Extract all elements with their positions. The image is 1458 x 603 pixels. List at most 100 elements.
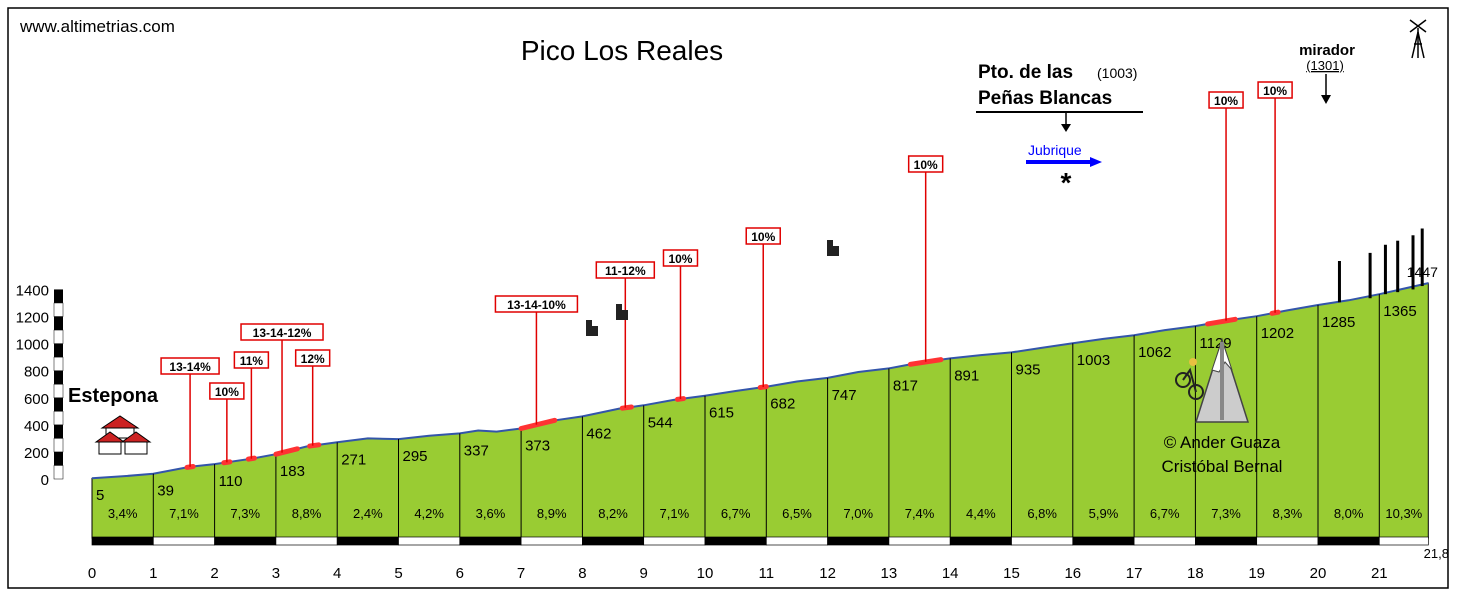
segment-gradient-label: 10,3% xyxy=(1385,506,1422,521)
x-scale-segment xyxy=(888,536,951,546)
x-tick-label: 10 xyxy=(697,565,714,582)
x-tick-label: 2 xyxy=(210,565,218,582)
km-altitude-label: 373 xyxy=(525,437,550,454)
steep-section-label: 10% xyxy=(668,252,692,266)
mirador-altitude: (1301) xyxy=(1306,58,1344,73)
mirador-label: mirador xyxy=(1299,42,1355,59)
km-altitude-label: 1285 xyxy=(1322,314,1355,331)
x-tick-label: 14 xyxy=(942,565,959,582)
junction-label: Jubrique xyxy=(1028,142,1082,158)
km-altitude-label: 183 xyxy=(280,463,305,480)
x-tick-label: 21 xyxy=(1371,565,1388,582)
km-altitude-label: 1003 xyxy=(1077,352,1110,369)
x-tick-label: 5 xyxy=(394,565,402,582)
segment-gradient-label: 6,8% xyxy=(1027,506,1057,521)
y-scale-segment xyxy=(54,424,63,439)
y-scale-segment xyxy=(54,316,63,331)
antenna-icon xyxy=(1409,19,1427,59)
x-scale-segment xyxy=(582,536,645,546)
km-altitude-label: 817 xyxy=(893,377,918,394)
steep-section-box xyxy=(745,227,781,245)
steep-section-label: 11-12% xyxy=(605,264,646,278)
x-scale-segment xyxy=(152,536,215,546)
y-scale-segment xyxy=(53,329,64,344)
x-tick-label: 7 xyxy=(517,565,525,582)
mountain-cyclist-icon xyxy=(1175,337,1250,423)
segment-gradient-label: 7,3% xyxy=(230,506,260,521)
x-scale-segment xyxy=(336,536,399,546)
steep-section-label: 10% xyxy=(914,158,938,172)
steep-section-mark xyxy=(907,357,944,367)
pass-pointer-head xyxy=(1061,124,1071,132)
km-altitude-label: 1129 xyxy=(1199,335,1231,352)
y-tick-label: 1200 xyxy=(16,310,49,327)
x-scale-segment xyxy=(1011,536,1074,546)
x-scale-segment xyxy=(275,536,338,546)
y-tick-label: 600 xyxy=(24,391,49,408)
y-tick-label: 0 xyxy=(41,472,49,489)
x-scale-segment xyxy=(459,536,522,546)
steep-section-label: 10% xyxy=(751,230,775,244)
mirador-pointer-head xyxy=(1321,95,1331,104)
x-scale-segment xyxy=(214,536,277,546)
junction-arrow-head xyxy=(1090,157,1102,167)
y-scale-segment xyxy=(53,438,64,453)
pass-name-line2: Peñas Blancas xyxy=(978,88,1112,109)
steep-section-mark xyxy=(307,442,322,449)
y-scale-segment xyxy=(54,397,63,412)
km-altitude-label: 935 xyxy=(1016,361,1041,378)
y-scale-segment xyxy=(54,343,63,358)
x-scale-segment xyxy=(704,536,767,546)
steep-section-box xyxy=(233,351,270,369)
x-tick-label: 1 xyxy=(149,565,157,582)
x-tick-label: 15 xyxy=(1003,565,1020,582)
steep-section-label: 10% xyxy=(1214,94,1238,108)
x-scale-segment xyxy=(91,536,154,546)
steep-section-label: 10% xyxy=(215,385,239,399)
segment-gradient-label: 6,7% xyxy=(721,506,751,521)
segment-gradient-label: 2,4% xyxy=(353,506,383,521)
x-scale-segment xyxy=(827,536,890,546)
segment-gradient-label: 3,4% xyxy=(108,506,138,521)
y-tick-label: 400 xyxy=(24,418,49,435)
steep-section-box xyxy=(294,349,331,367)
km-altitude-label: 5 xyxy=(96,487,104,504)
x-tick-label: 13 xyxy=(881,565,898,582)
x-tick-label: 12 xyxy=(819,565,836,582)
steep-section-box xyxy=(160,357,220,375)
x-scale-segment xyxy=(1378,536,1429,546)
km-altitude-label: 295 xyxy=(403,448,428,465)
steep-section-label: 12% xyxy=(301,352,325,366)
steep-section-box xyxy=(1257,81,1293,99)
km-altitude-label: 1202 xyxy=(1261,325,1294,342)
x-scale-segment xyxy=(949,536,1012,546)
y-tick-label: 800 xyxy=(24,364,49,381)
x-tick-label: 8 xyxy=(578,565,586,582)
x-scale-segment xyxy=(765,536,828,546)
y-tick-label: 1000 xyxy=(16,337,49,354)
y-tick-label: 1400 xyxy=(16,282,49,299)
y-tick-label: 200 xyxy=(24,445,49,462)
x-tick-label: 6 xyxy=(456,565,464,582)
steep-section-label: 13-14-10% xyxy=(507,298,566,312)
x-tick-label: 9 xyxy=(640,565,648,582)
km-altitude-label: 39 xyxy=(157,483,174,500)
y-scale-segment xyxy=(53,411,64,426)
town-icon xyxy=(94,415,152,455)
km-altitude-label: 271 xyxy=(341,451,366,468)
km-altitude-label: 1365 xyxy=(1383,303,1416,320)
x-tick-label: 3 xyxy=(272,565,280,582)
credit-line-2: Cristóbal Bernal xyxy=(1162,457,1283,476)
steep-section-label: 13-14% xyxy=(169,360,211,374)
x-tick-label: 16 xyxy=(1064,565,1081,582)
segment-gradient-label: 8,9% xyxy=(537,506,567,521)
x-tick-label: 20 xyxy=(1310,565,1327,582)
steep-section-mark xyxy=(619,404,634,411)
x-tick-label: 18 xyxy=(1187,565,1204,582)
x-scale-segment xyxy=(1317,536,1380,546)
segment-gradient-label: 8,2% xyxy=(598,506,628,521)
chart-title: Pico Los Reales xyxy=(521,35,723,66)
x-end-label: 21,8 xyxy=(1424,546,1449,561)
